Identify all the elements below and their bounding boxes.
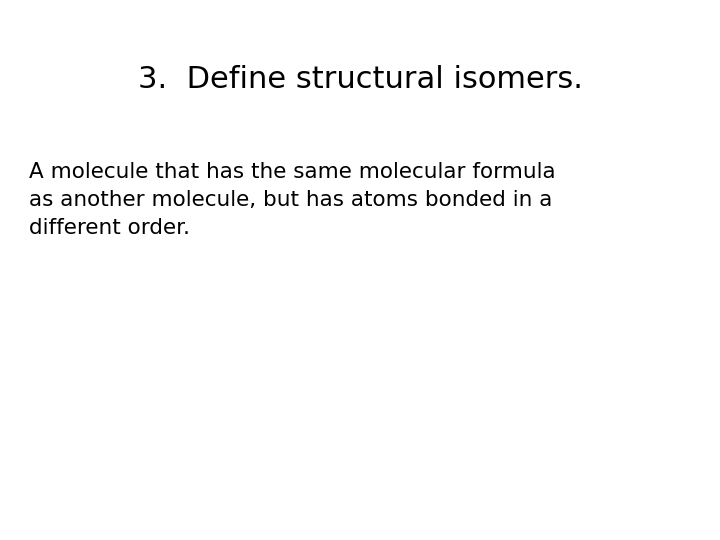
Text: A molecule that has the same molecular formula
as another molecule, but has atom: A molecule that has the same molecular f… (29, 162, 555, 238)
Text: 3.  Define structural isomers.: 3. Define structural isomers. (138, 65, 582, 94)
